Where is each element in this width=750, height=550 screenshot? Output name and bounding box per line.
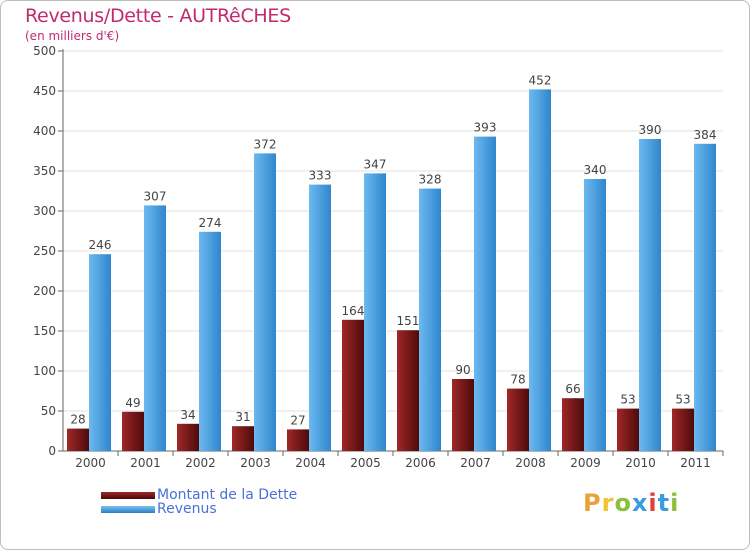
y-tick-label: 150 — [33, 324, 56, 338]
data-label-debt: 66 — [565, 382, 580, 396]
data-label-debt: 34 — [180, 408, 195, 422]
bar-debt — [397, 330, 419, 451]
data-label-debt: 151 — [397, 314, 420, 328]
legend-label-debt: Montant de la Dette — [157, 487, 298, 503]
bar-revenus — [254, 153, 276, 451]
bar-revenus — [694, 143, 716, 452]
data-label-revenus: 274 — [199, 216, 222, 230]
chart-title: Revenus/Dette - AUTRêCHES — [25, 5, 291, 27]
legend-swatch-revenus — [101, 506, 155, 513]
x-tick-label: 2000 — [75, 456, 106, 470]
data-label-revenus: 347 — [364, 157, 387, 171]
logo-letter: t — [657, 489, 671, 517]
x-tick-label: 2006 — [405, 456, 436, 470]
data-label-debt: 28 — [70, 413, 85, 427]
bar-revenus — [364, 173, 386, 451]
y-tick-label: 0 — [48, 444, 56, 458]
logo-letter: r — [601, 489, 615, 517]
logo-letter: i — [648, 489, 658, 517]
data-label-debt: 27 — [290, 413, 305, 427]
data-label-revenus: 372 — [254, 137, 277, 151]
y-tick-label: 100 — [33, 364, 56, 378]
x-tick-label: 2011 — [680, 456, 711, 470]
data-label-revenus: 390 — [639, 123, 662, 137]
data-label-revenus: 340 — [584, 163, 607, 177]
bar-debt — [507, 388, 529, 451]
logo-letter: i — [670, 489, 680, 517]
x-tick-label: 2005 — [350, 456, 381, 470]
proxiti-logo: Proxiti — [583, 489, 679, 517]
y-tick-label: 250 — [33, 244, 56, 258]
bar-revenus — [89, 254, 111, 451]
data-label-revenus: 246 — [89, 238, 112, 252]
y-tick-label: 300 — [33, 204, 56, 218]
x-tick-label: 2007 — [460, 456, 491, 470]
logo-letter: x — [631, 489, 649, 517]
data-label-debt: 164 — [342, 304, 365, 318]
x-tick-label: 2009 — [570, 456, 601, 470]
bar-debt — [562, 398, 584, 451]
bar-revenus — [309, 184, 331, 451]
bar-revenus — [584, 179, 606, 451]
bar-debt — [452, 379, 474, 451]
y-tick-label: 400 — [33, 124, 56, 138]
bar-debt — [177, 423, 199, 451]
x-tick-label: 2008 — [515, 456, 546, 470]
bar-debt — [67, 428, 89, 451]
x-tick-label: 2003 — [240, 456, 271, 470]
bar-debt — [672, 408, 694, 451]
bar-debt — [122, 411, 144, 451]
x-tick-label: 2004 — [295, 456, 326, 470]
bar-revenus — [474, 136, 496, 451]
bar-revenus — [419, 188, 441, 451]
y-tick-label: 500 — [33, 44, 56, 58]
data-label-revenus: 393 — [474, 121, 497, 135]
bar-debt — [287, 429, 309, 451]
data-label-debt: 49 — [125, 396, 140, 410]
x-tick-label: 2001 — [130, 456, 161, 470]
data-label-debt: 53 — [675, 393, 690, 407]
y-tick-label: 200 — [33, 284, 56, 298]
y-tick-label: 350 — [33, 164, 56, 178]
legend-swatch-debt — [101, 492, 155, 499]
bar-debt — [232, 426, 254, 451]
data-label-revenus: 333 — [309, 169, 332, 183]
logo-letter: P — [583, 489, 602, 517]
data-label-debt: 90 — [455, 363, 470, 377]
y-tick-label: 450 — [33, 84, 56, 98]
bar-revenus — [639, 139, 661, 451]
data-label-revenus: 452 — [529, 73, 552, 87]
bar-revenus — [144, 205, 166, 451]
data-label-debt: 31 — [235, 410, 250, 424]
x-tick-label: 2010 — [625, 456, 656, 470]
data-label-revenus: 384 — [694, 128, 717, 142]
data-label-debt: 78 — [510, 373, 525, 387]
bar-revenus — [199, 231, 221, 451]
x-tick-label: 2002 — [185, 456, 216, 470]
logo-letter: o — [614, 489, 632, 517]
bar-debt — [617, 408, 639, 451]
y-tick-label: 50 — [41, 404, 56, 418]
bar-debt — [342, 319, 364, 451]
legend-label-revenus: Revenus — [157, 501, 217, 517]
data-label-revenus: 328 — [419, 173, 442, 187]
data-label-revenus: 307 — [144, 189, 167, 203]
data-label-debt: 53 — [620, 393, 635, 407]
bar-revenus — [529, 89, 551, 452]
chart-subtitle: (en milliers d'€) — [25, 29, 120, 43]
